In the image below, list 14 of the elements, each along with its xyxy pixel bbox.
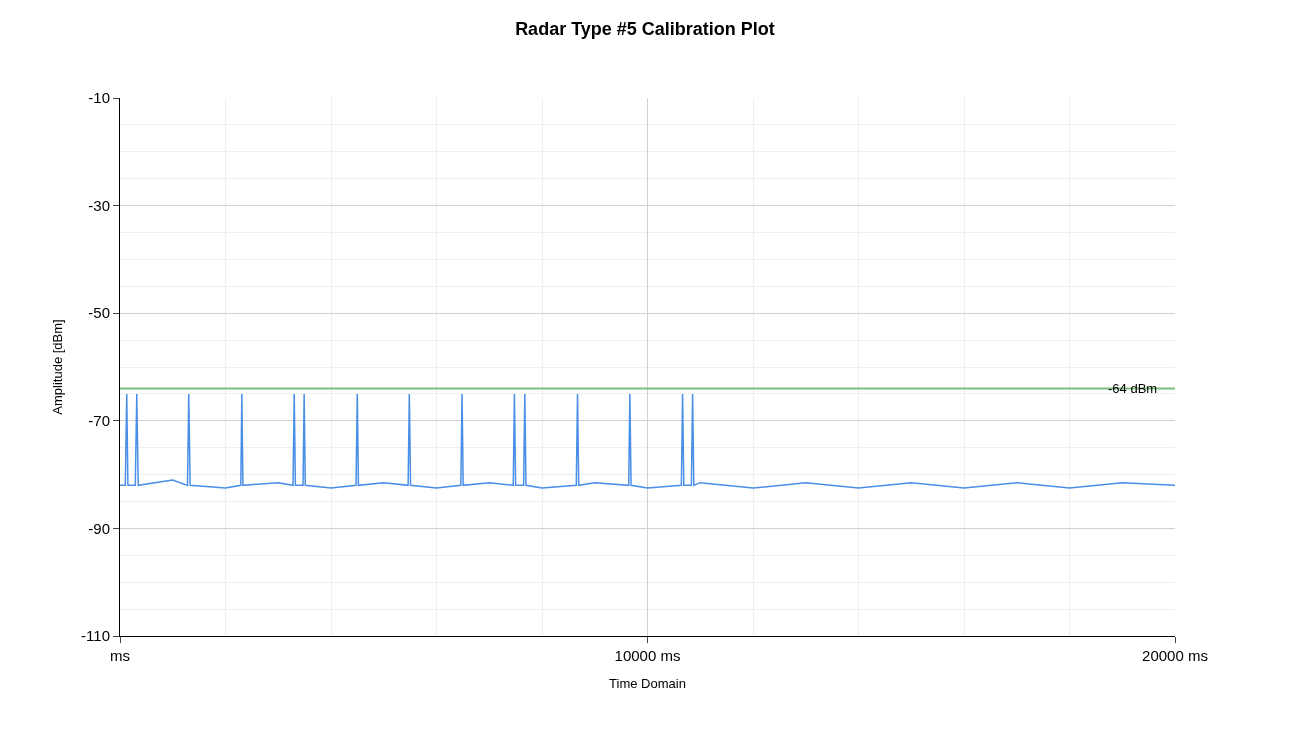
x-axis-title: Time Domain xyxy=(609,675,686,691)
y-tick-label: -110 xyxy=(81,627,110,645)
y-tick-label: -90 xyxy=(88,519,110,537)
ref-line-label: -64 dBm xyxy=(1108,381,1158,396)
x-tick-label: 20000 ms xyxy=(1142,647,1208,664)
y-tick-label: -50 xyxy=(88,304,110,322)
y-axis-title: Amplitude [dBm] xyxy=(50,319,66,415)
y-tick-label: -30 xyxy=(88,196,110,214)
chart-title: Radar Type #5 Calibration Plot xyxy=(515,19,775,40)
y-tick-label: -10 xyxy=(88,89,110,107)
x-tick-label: ms xyxy=(110,647,130,664)
line-series xyxy=(120,393,1175,489)
x-tick-label: 10000 ms xyxy=(614,647,681,664)
y-tick-label: -70 xyxy=(88,412,110,430)
